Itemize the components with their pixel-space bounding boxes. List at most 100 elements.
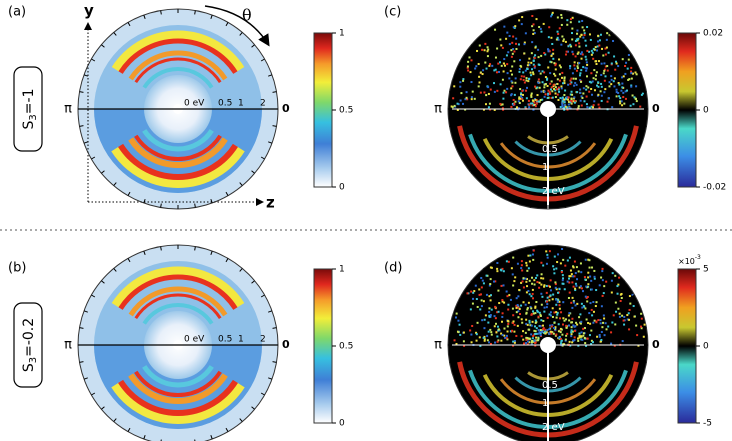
noise — [539, 329, 542, 332]
noise — [518, 70, 521, 73]
noise — [584, 278, 587, 281]
noise — [505, 91, 508, 94]
noise — [610, 331, 613, 334]
noise — [457, 331, 460, 334]
noise — [530, 313, 533, 316]
noise — [578, 20, 581, 23]
noise — [507, 303, 510, 306]
noise — [532, 59, 535, 62]
noise — [479, 91, 482, 94]
noise — [524, 69, 527, 72]
noise — [559, 106, 562, 109]
noise — [562, 258, 565, 261]
noise — [566, 50, 569, 53]
noise — [552, 83, 555, 86]
noise — [560, 13, 563, 16]
noise — [557, 291, 560, 294]
rim-tick — [239, 268, 243, 272]
noise — [487, 48, 490, 51]
noise — [496, 47, 499, 50]
noise — [604, 88, 607, 91]
noise — [606, 69, 609, 72]
noise — [537, 315, 540, 318]
rim-tick — [101, 44, 105, 48]
noise — [508, 43, 511, 46]
noise — [575, 83, 578, 86]
noise — [580, 338, 583, 341]
noise — [599, 319, 602, 322]
noise — [588, 90, 591, 93]
noise — [534, 312, 537, 315]
noise — [510, 267, 513, 270]
noise — [511, 85, 514, 88]
rim-tick — [91, 58, 96, 62]
noise — [579, 52, 582, 55]
noise — [561, 282, 564, 285]
noise — [518, 68, 521, 71]
noise — [617, 81, 620, 84]
noise — [588, 259, 591, 262]
noise — [499, 83, 502, 86]
rim-tick — [272, 125, 277, 127]
noise — [576, 29, 579, 32]
noise — [531, 339, 534, 342]
noise — [562, 317, 565, 320]
noise — [464, 108, 467, 111]
noise — [556, 88, 559, 91]
noise — [534, 321, 537, 324]
s3-value: =-0.2 — [21, 318, 37, 357]
noise — [550, 53, 553, 56]
noise — [557, 253, 560, 256]
noise — [558, 64, 561, 67]
ring-top — [128, 286, 228, 317]
noise — [511, 73, 514, 76]
noise — [525, 264, 528, 267]
noise — [562, 82, 565, 85]
noise — [544, 93, 547, 96]
noise — [580, 331, 583, 334]
noise — [500, 269, 503, 272]
noise — [551, 11, 554, 14]
s3-value: =-1 — [21, 89, 37, 115]
rim-tick — [101, 280, 105, 284]
noise — [483, 49, 486, 52]
noise — [550, 61, 553, 64]
noise — [563, 319, 566, 322]
noise — [527, 99, 530, 102]
noise — [624, 97, 627, 100]
panel: (d) 0.5 1 2 eV π 0 5 0 -5 ×10-3 — [384, 244, 712, 441]
noise — [599, 322, 602, 325]
noise — [528, 319, 531, 322]
radial-label: 1 — [542, 398, 548, 409]
noise — [600, 62, 603, 65]
noise — [605, 280, 608, 283]
noise — [590, 288, 593, 291]
noise — [481, 48, 484, 51]
noise — [513, 340, 516, 343]
noise — [486, 334, 489, 337]
rim-tick — [194, 10, 196, 15]
noise — [579, 79, 582, 82]
noise — [572, 324, 575, 327]
noise — [614, 274, 617, 277]
noise — [583, 327, 586, 330]
noise — [547, 89, 550, 92]
noise — [501, 300, 504, 303]
noise — [631, 293, 634, 296]
noise — [620, 89, 623, 92]
noise — [615, 91, 618, 94]
colorbar-label: 0 — [339, 183, 345, 193]
rim-tick — [160, 246, 162, 251]
noise — [641, 92, 644, 95]
noise — [564, 53, 567, 56]
noise — [584, 342, 587, 345]
noise — [533, 325, 536, 328]
rim-tick — [497, 22, 501, 27]
noise — [586, 26, 589, 29]
rim-tick — [143, 435, 146, 440]
noise — [557, 38, 560, 41]
noise — [515, 297, 518, 300]
noise — [543, 285, 546, 288]
noise — [555, 38, 558, 41]
noise — [630, 77, 633, 80]
